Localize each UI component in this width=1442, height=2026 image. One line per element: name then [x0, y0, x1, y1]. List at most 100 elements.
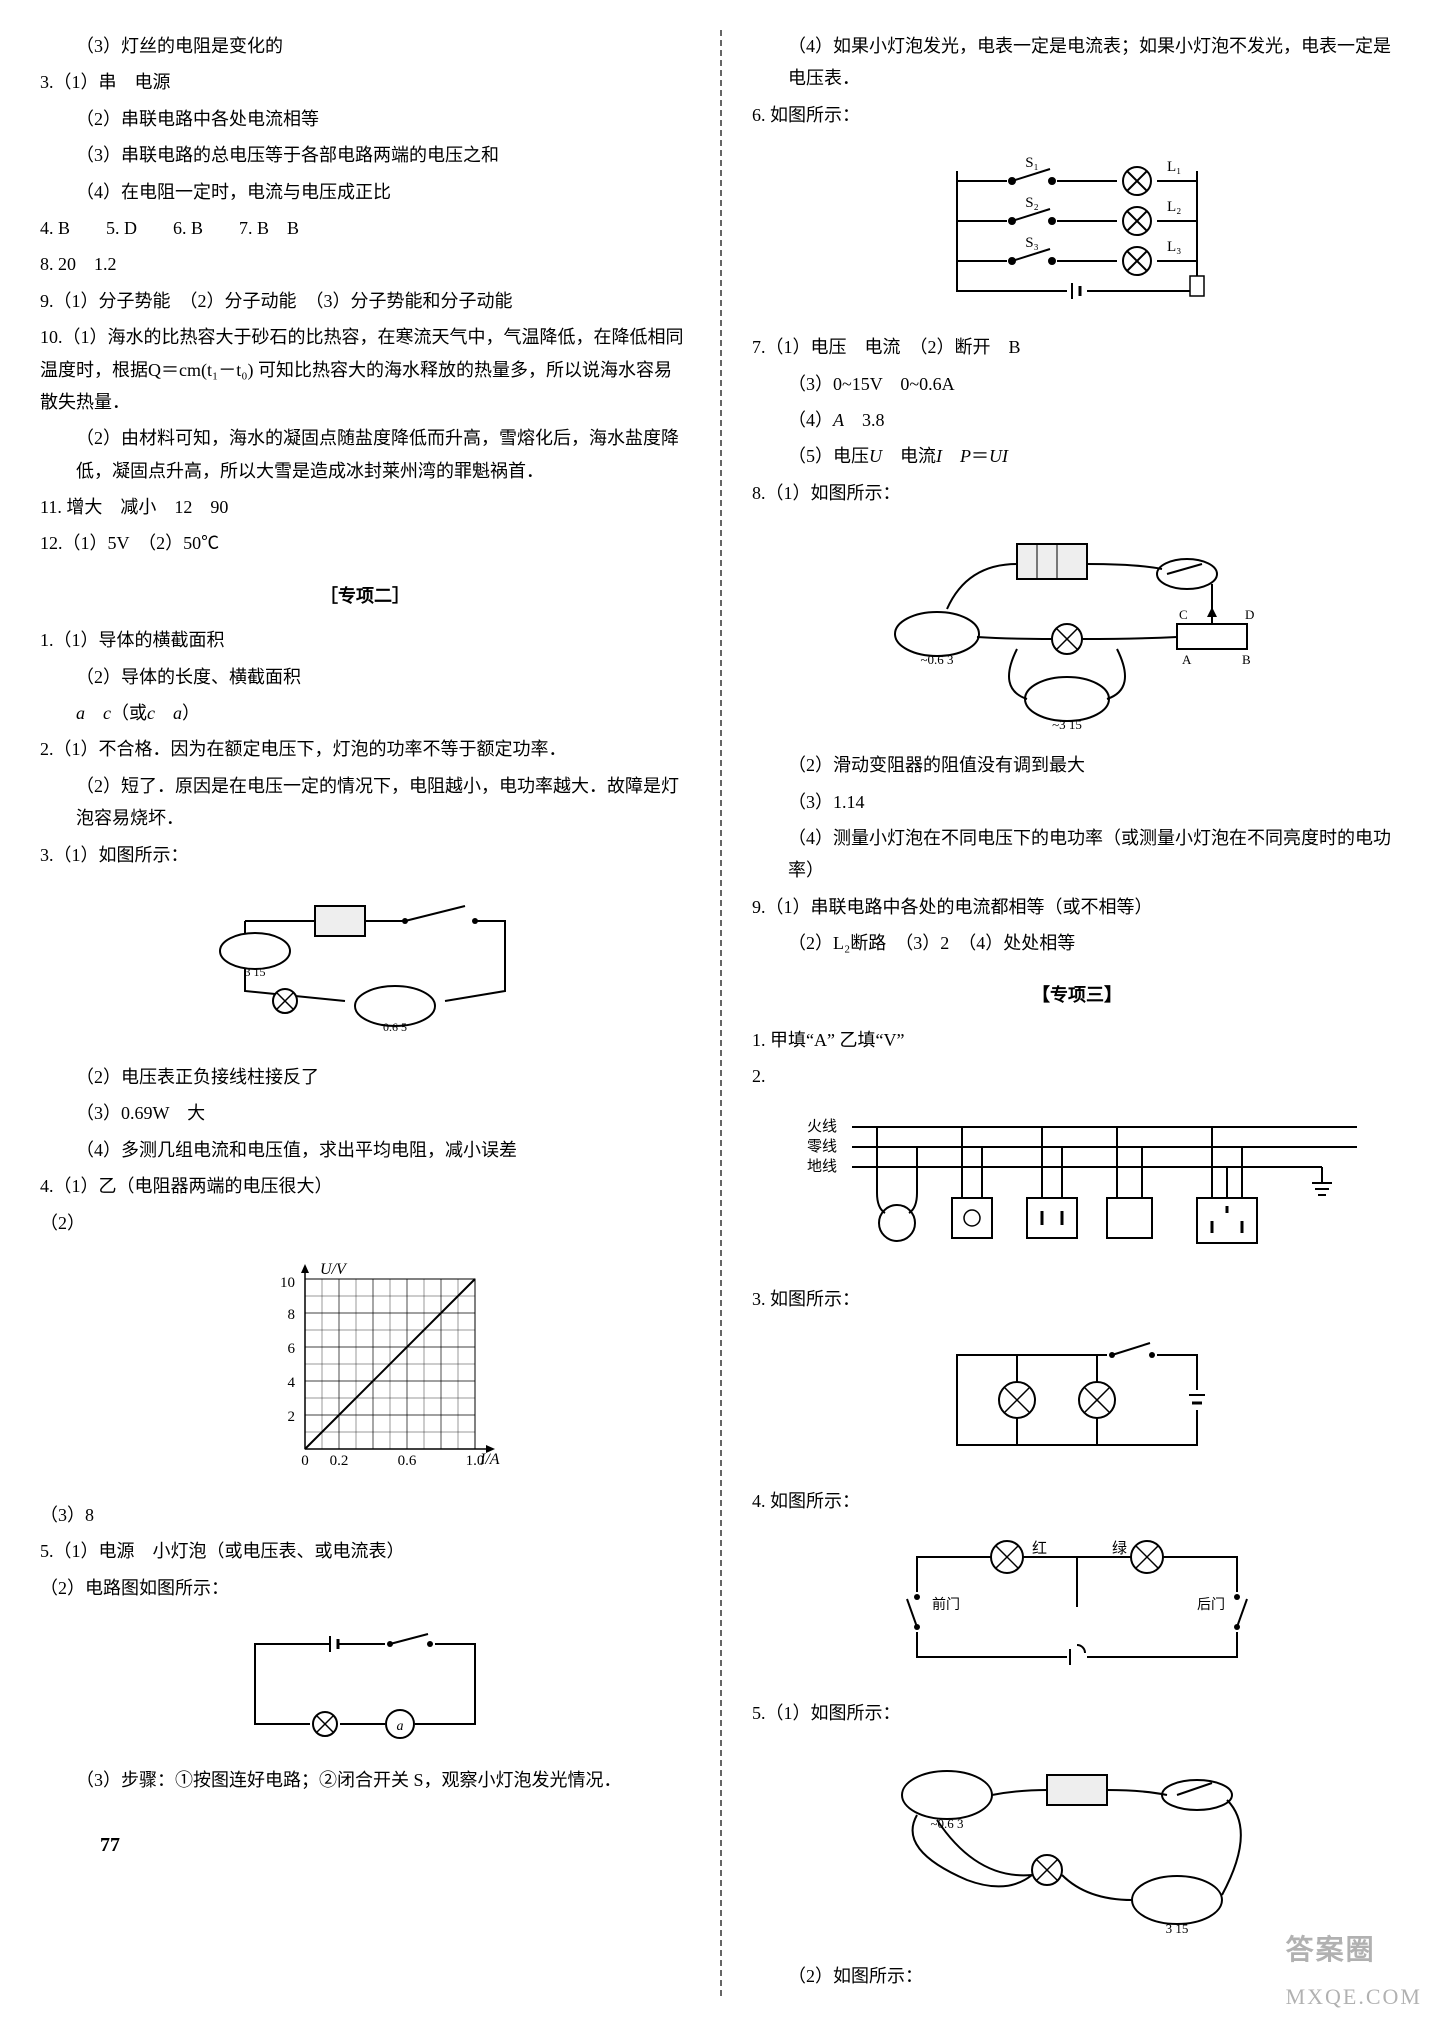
circuit-diagram-s3-3 [752, 1327, 1402, 1473]
answer-line: （3）串联电路的总电压等于各部电路两端的电压之和 [40, 139, 690, 171]
answer-line: 5.（1）电源 小灯泡（或电压表、或电流表） [40, 1535, 690, 1567]
circuit-svg: S₁ S₂ S₃ L₁ L₂ L₃ [917, 151, 1237, 311]
answer-line: （2）短了．原因是在电压一定的情况下，电阻越小，电功率越大．故障是灯泡容易烧坏． [40, 770, 690, 835]
switch-label: 前门 [932, 1596, 960, 1613]
watermark-main: 答案圈 [1286, 1926, 1422, 1976]
answer-line: 1.（1）导体的横截面积 [40, 624, 690, 656]
rheostat-label: C [1179, 607, 1188, 622]
wiring-diagram-s3-2: 火线 零线 地线 [752, 1105, 1402, 1271]
answer-line: 4. B 5. D 6. B 7. B B [40, 212, 690, 244]
answer-line: （2）滑动变阻器的阻值没有调到最大 [752, 749, 1402, 781]
circuit-svg: a [235, 1624, 495, 1744]
answer-line: （3）8 [40, 1499, 690, 1531]
answer-line: （2）L₂断路 （3）2 （4）处处相等 [752, 927, 1402, 959]
answer-line: 11. 增大 减小 12 90 [40, 491, 690, 523]
y-tick: 8 [288, 1307, 296, 1323]
meter-label: ~0.6 3 [930, 1816, 963, 1831]
voltmeter-label: ~3 15 [1052, 717, 1082, 729]
answer-line: （4）如果小灯泡发光，电表一定是电流表；如果小灯泡不发光，电表一定是电压表． [752, 30, 1402, 95]
answer-line: 6. 如图所示： [752, 99, 1402, 131]
section-2-title: ［专项二］ [40, 580, 690, 612]
circuit-diagram-s3-4: 红 绿 前门 后门 [752, 1529, 1402, 1685]
answer-line: （2）串联电路中各处电流相等 [40, 103, 690, 135]
variable-a: a [76, 703, 85, 723]
column-divider [720, 30, 722, 1996]
page-number: 77 [40, 1827, 690, 1863]
circuit-svg: C D A B ~0.6 3 ~3 15 [867, 529, 1287, 729]
answer-line: （2）电路图如图所示： [40, 1572, 690, 1604]
switch-label: 后门 [1197, 1597, 1225, 1613]
answer-line: 2.（1）不合格．因为在额定电压下，灯泡的功率不等于额定功率． [40, 733, 690, 765]
variable-a: a [173, 703, 182, 723]
circuit-diagram-3-1: 0.6 5 3 15 [40, 883, 690, 1049]
answer-line: 7.（1）电压 电流 （2）断开 B [752, 331, 1402, 363]
answer-line: 10.（1）海水的比热容大于砂石的比热容，在寒流天气中，气温降低，在降低相同温度… [40, 321, 690, 418]
bulb-label: L₃ [1167, 239, 1181, 255]
answer-line: （4）多测几组电流和电压值，求出平均电阻，减小误差 [40, 1134, 690, 1166]
answer-line: （3）灯丝的电阻是变化的 [40, 30, 690, 62]
variable-c: c [103, 703, 111, 723]
uv-ia-chart-svg: U/V I/A [215, 1259, 515, 1479]
answer-line: 3. 如图所示： [752, 1283, 1402, 1315]
answer-line: （3）0~15V 0~0.6A [752, 368, 1402, 400]
answer-line: 4. 如图所示： [752, 1485, 1402, 1517]
bulb-label: 绿 [1112, 1540, 1127, 1557]
circuit-svg: ~0.6 3 3 15 [867, 1750, 1287, 1940]
circuit-svg [927, 1335, 1227, 1465]
variable-c: c [147, 703, 155, 723]
rheostat-label: B [1242, 652, 1251, 667]
circuit-svg: 红 绿 前门 后门 [887, 1537, 1267, 1677]
answer-line: （2） [40, 1207, 690, 1239]
switch-label: S₃ [1025, 235, 1039, 251]
bulb-label: L₁ [1167, 159, 1181, 175]
x-tick: 0 [301, 1453, 309, 1469]
y-tick: 2 [288, 1409, 296, 1425]
answer-line: 9.（1）串联电路中各处的电流都相等（或不相等） [752, 891, 1402, 923]
answer-line: （4）在电阻一定时，电流与电压成正比 [40, 176, 690, 208]
answer-line: （3）1.14 [752, 786, 1402, 818]
y-axis-label: U/V [320, 1261, 348, 1278]
switch-label: S₂ [1025, 195, 1039, 211]
answer-line: （5）电压U 电流I P＝UI [752, 440, 1402, 472]
meter-label: 3 15 [1166, 1921, 1189, 1936]
rheostat-label: D [1245, 607, 1254, 622]
bulb-label: L₂ [1167, 199, 1181, 215]
right-column: （4）如果小灯泡发光，电表一定是电流表；如果小灯泡不发光，电表一定是电压表． 6… [752, 30, 1402, 1996]
switch-label: S₁ [1025, 155, 1039, 171]
left-column: （3）灯丝的电阻是变化的 3.（1）串 电源 （2）串联电路中各处电流相等 （3… [40, 30, 690, 1996]
circuit-diagram-8-1: C D A B ~0.6 3 ~3 15 [752, 521, 1402, 737]
ammeter-label: ~0.6 3 [920, 652, 953, 667]
y-tick: 4 [288, 1375, 296, 1391]
rheostat-label: A [1182, 652, 1192, 667]
answer-line: 9.（1）分子势能 （2）分子动能 （3）分子势能和分子动能 [40, 285, 690, 317]
bulb-label: 红 [1032, 1540, 1047, 1557]
wire-label: 火线 [807, 1118, 837, 1135]
answer-line: （2）电压表正负接线柱接反了 [40, 1061, 690, 1093]
section-3-title: 【专项三】 [752, 979, 1402, 1011]
watermark-sub: MXQE.COM [1286, 1977, 1422, 2017]
page-container: （3）灯丝的电阻是变化的 3.（1）串 电源 （2）串联电路中各处电流相等 （3… [40, 30, 1402, 1996]
answer-line: 3.（1）如图所示： [40, 839, 690, 871]
answer-line: 5.（1）如图所示： [752, 1697, 1402, 1729]
wiring-svg: 火线 零线 地线 [797, 1113, 1357, 1263]
answer-line: （2）由材料可知，海水的凝固点随盐度降低而升高，雪熔化后，海水盐度降低，凝固点升… [40, 422, 690, 487]
answer-text: 7.（1）电压 电流 （2）断开 B [752, 337, 1021, 357]
answer-line: 2. [752, 1060, 1402, 1092]
answer-line: （3）步骤：①按图连好电路；②闭合开关 S，观察小灯泡发光情况． [40, 1764, 690, 1796]
y-tick: 10 [280, 1275, 295, 1291]
y-tick: 6 [288, 1341, 296, 1357]
answer-line: （3）0.69W 大 [40, 1097, 690, 1129]
answer-line: a c（或c a） [40, 697, 690, 729]
x-tick: 0.6 [398, 1453, 417, 1469]
answer-line: 12.（1）5V （2）50℃ [40, 527, 690, 559]
circuit-diagram-s3-5: ~0.6 3 3 15 [752, 1742, 1402, 1948]
wire-label: 地线 [807, 1158, 837, 1175]
answer-line: 1. 甲填“A” 乙填“V” [752, 1024, 1402, 1056]
wire-label: 零线 [807, 1138, 837, 1155]
answer-line: 8.（1）如图所示： [752, 477, 1402, 509]
chart-4-2: U/V I/A [40, 1251, 690, 1487]
diagram-label: 0.6 5 [383, 1020, 407, 1034]
circuit-diagram-6: S₁ S₂ S₃ L₁ L₂ L₃ [752, 143, 1402, 319]
circuit-diagram-5-2: a [40, 1616, 690, 1752]
circuit-svg: 0.6 5 3 15 [195, 891, 535, 1041]
